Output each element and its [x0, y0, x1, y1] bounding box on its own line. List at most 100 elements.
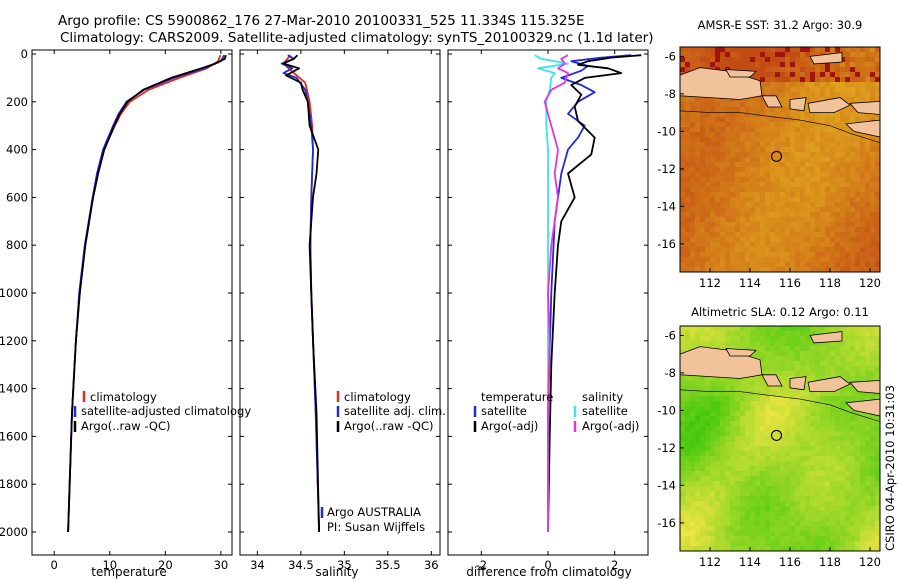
map-cell — [830, 521, 836, 527]
map-cell — [690, 127, 696, 133]
map-cell — [730, 421, 736, 427]
map-cell — [720, 421, 726, 427]
map-cell — [780, 47, 786, 53]
map-cell — [830, 47, 836, 53]
map-cell — [765, 52, 771, 58]
map-cell — [695, 257, 701, 263]
map-cell — [840, 92, 846, 98]
map-cell — [790, 541, 796, 547]
map-cell — [780, 416, 786, 422]
map-cell — [795, 331, 801, 337]
series-line-argo-raw-qc- — [67, 54, 227, 533]
map-cell — [805, 167, 811, 173]
map-cell — [760, 496, 766, 502]
map-cell — [865, 267, 871, 273]
map-cell — [840, 202, 846, 208]
map-cell — [720, 97, 726, 103]
map-cell — [765, 406, 771, 412]
map-cell — [840, 267, 846, 273]
map-cell — [720, 496, 726, 502]
map-cell — [800, 531, 806, 537]
map-cell — [715, 232, 721, 238]
map-cell — [800, 142, 806, 148]
map-cell — [750, 227, 756, 233]
map-cell — [810, 252, 816, 258]
map-cell — [785, 441, 791, 447]
map-cell — [780, 152, 786, 158]
map-cell — [755, 326, 761, 332]
map-cell — [715, 426, 721, 432]
map-cell — [680, 421, 686, 427]
map-cell — [865, 232, 871, 238]
map-cell — [830, 247, 836, 253]
map-cell — [760, 531, 766, 537]
map-cell — [810, 137, 816, 143]
map-cell — [775, 262, 781, 268]
map-cell — [805, 122, 811, 128]
map-cell — [810, 192, 816, 198]
map-cell — [805, 252, 811, 258]
map-cell — [785, 486, 791, 492]
map-y-tick-label: -16 — [657, 237, 676, 251]
map-cell — [690, 441, 696, 447]
map-cell — [680, 506, 686, 512]
salinity-xlabel: salinity — [315, 565, 358, 579]
map-cell — [830, 371, 836, 377]
map-cell — [865, 466, 871, 472]
map-cell — [685, 521, 691, 527]
map-cell — [755, 456, 761, 462]
map-cell — [855, 217, 861, 223]
map-cell — [725, 391, 731, 397]
map-cell — [690, 187, 696, 193]
map-cell — [800, 202, 806, 208]
map-cell — [705, 496, 711, 502]
map-cell — [855, 257, 861, 263]
map-cell — [780, 411, 786, 417]
map-cell — [710, 242, 716, 248]
map-cell — [755, 386, 761, 392]
map-cell — [840, 396, 846, 402]
map-cell — [820, 82, 826, 88]
map-cell — [745, 441, 751, 447]
map-cell — [815, 496, 821, 502]
map-cell — [845, 541, 851, 547]
map-cell — [860, 192, 866, 198]
map-cell — [825, 82, 831, 88]
map-cell — [755, 416, 761, 422]
map-cell — [875, 361, 881, 367]
map-cell — [835, 351, 841, 357]
map-cell — [860, 157, 866, 163]
map-cell — [850, 182, 856, 188]
map-cell — [750, 62, 756, 68]
map-cell — [815, 247, 821, 253]
map-cell — [720, 207, 726, 213]
map-cell — [680, 511, 686, 517]
x-tick-label: 30 — [214, 558, 229, 572]
map-cell — [710, 456, 716, 462]
map-cell — [820, 476, 826, 482]
map-cell — [740, 212, 746, 218]
map-cell — [790, 137, 796, 143]
map-cell — [680, 117, 686, 123]
map-cell — [705, 237, 711, 243]
map-cell — [790, 87, 796, 93]
map-cell — [780, 102, 786, 108]
map-cell — [690, 202, 696, 208]
map-cell — [815, 431, 821, 437]
figure-title-line2: Climatology: CARS2009. Satellite-adjuste… — [60, 30, 653, 46]
map-cell — [800, 431, 806, 437]
map-cell — [795, 426, 801, 432]
map-cell — [840, 172, 846, 178]
map-cell — [785, 516, 791, 522]
map-cell — [810, 331, 816, 337]
map-cell — [685, 122, 691, 128]
map-cell — [685, 222, 691, 228]
x-tick-label: -2 — [476, 558, 487, 572]
map-cell — [805, 267, 811, 273]
map-cell — [795, 476, 801, 482]
map-cell — [745, 57, 751, 63]
map-cell — [850, 267, 856, 273]
map-cell — [700, 102, 706, 108]
map-cell — [790, 257, 796, 263]
map-cell — [800, 162, 806, 168]
